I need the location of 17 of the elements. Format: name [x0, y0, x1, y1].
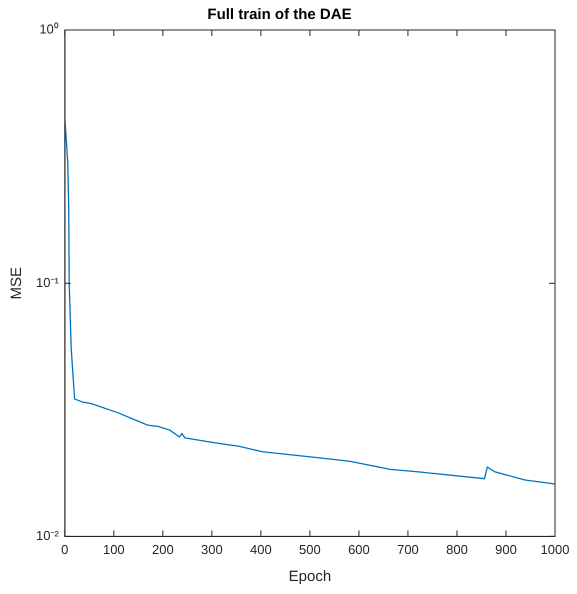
x-tick-label: 800: [446, 542, 468, 557]
x-tick-label: 0: [61, 542, 68, 557]
x-tick-label: 100: [102, 542, 125, 557]
x-tick-label: 700: [397, 542, 419, 557]
x-tick-label: 600: [348, 542, 370, 557]
x-tick-label: 300: [201, 542, 223, 557]
x-axis-title: Epoch: [288, 568, 332, 586]
y-tick-label: 10⁰: [39, 22, 59, 37]
x-tick-label: 1000: [540, 542, 570, 557]
y-tick-label: 10⁻¹: [36, 274, 60, 290]
x-tick-label: 200: [152, 542, 174, 557]
y-tick-label: 10⁻²: [36, 528, 60, 543]
x-tick-label: 900: [495, 542, 517, 557]
x-tick-label: 400: [250, 542, 272, 557]
y-axis-title: MSE: [8, 266, 26, 300]
chart-title: Full train of the DAE: [207, 6, 352, 24]
x-tick-label: 500: [299, 542, 321, 557]
